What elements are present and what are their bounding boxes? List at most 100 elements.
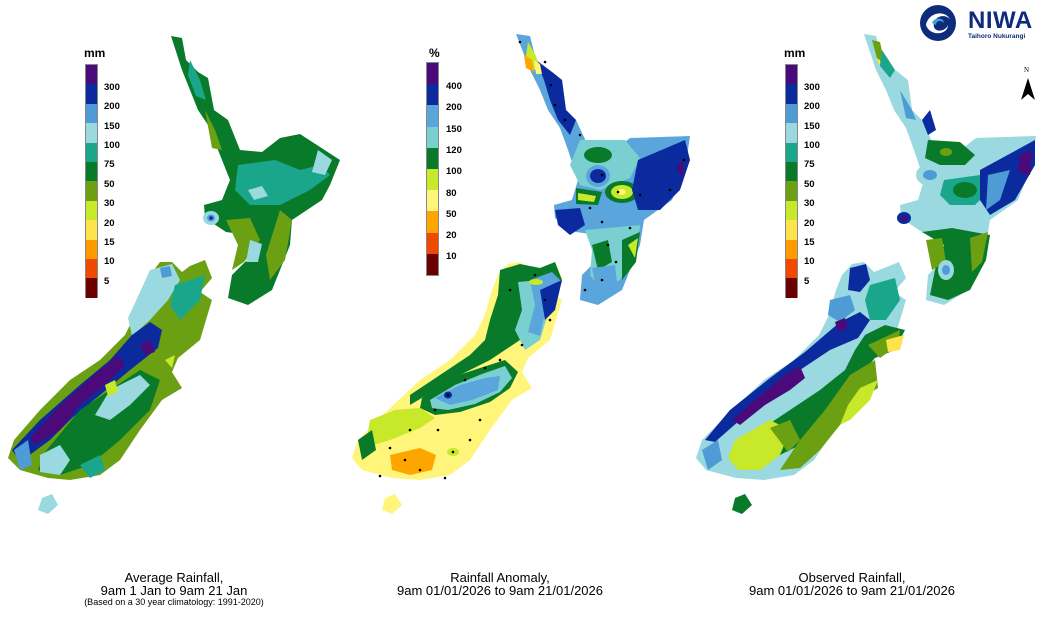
legend-swatch xyxy=(86,65,97,85)
legend-label: 75 xyxy=(804,159,815,170)
legend-label: 100 xyxy=(804,140,820,151)
north-arrow: N xyxy=(1020,66,1036,106)
legend-swatch xyxy=(427,253,438,275)
legend-label: 150 xyxy=(104,121,120,132)
legend-label: 300 xyxy=(104,82,120,93)
legend-swatch xyxy=(86,161,97,182)
legend-swatch xyxy=(86,258,97,279)
panel-average-rainfall: mm 300 200 150 100 75 50 30 20 15 10 5 A… xyxy=(0,0,350,619)
legend-label: 120 xyxy=(446,145,462,156)
caption-note: (Based on a 30 year climatology: 1991-20… xyxy=(84,597,264,607)
legend-swatch xyxy=(786,239,797,259)
legend-swatch xyxy=(427,232,438,254)
legend-swatch xyxy=(427,147,438,169)
legend-swatch xyxy=(786,161,797,182)
legend-swatch xyxy=(786,278,797,298)
legend-label: 30 xyxy=(104,198,115,209)
legend-label: 150 xyxy=(804,121,820,132)
legend-label: 10 xyxy=(446,251,457,262)
north-arrow-icon xyxy=(1021,78,1035,100)
legend-label: 15 xyxy=(804,237,815,248)
legend-label: 80 xyxy=(446,188,457,199)
north-island xyxy=(864,34,1036,305)
legend-colorbar xyxy=(785,64,798,298)
legend-label: 10 xyxy=(104,256,115,267)
legend-swatch xyxy=(786,200,797,221)
legend-label: 20 xyxy=(104,218,115,229)
legend-swatch xyxy=(786,103,797,124)
legend-swatch xyxy=(786,258,797,279)
legend-swatch xyxy=(786,123,797,143)
legend-unit: % xyxy=(429,46,440,60)
map-average-rainfall xyxy=(8,36,340,514)
niwa-logo: NIWA Taihoro Nukurangi xyxy=(918,3,1046,43)
legend-swatch xyxy=(427,63,438,85)
caption-anomaly: Rainfall Anomaly, 9am 01/01/2026 to 9am … xyxy=(350,571,650,597)
legend-label: 5 xyxy=(104,276,110,287)
legend-label: 50 xyxy=(804,179,815,190)
legend-label: 200 xyxy=(446,102,462,113)
south-island xyxy=(8,260,212,514)
caption-average: Average Rainfall, 9am 1 Jan to 9am 21 Ja… xyxy=(24,571,324,607)
caption-period: 9am 01/01/2026 to 9am 21/01/2026 xyxy=(749,583,955,598)
legend-label: 200 xyxy=(804,101,820,112)
south-island xyxy=(696,262,906,514)
panel-observed-rainfall: mm 300 200 150 100 75 50 30 20 15 10 5 O… xyxy=(690,0,1050,619)
legend-swatch xyxy=(427,168,438,191)
legend-swatch xyxy=(86,220,97,240)
legend-label: 50 xyxy=(446,209,457,220)
legend-swatch xyxy=(427,105,438,127)
caption-title: Observed Rainfall, xyxy=(798,570,906,585)
legend-swatch xyxy=(86,278,97,298)
legend-label: 100 xyxy=(446,166,462,177)
legend-label: 75 xyxy=(104,159,115,170)
legend-label: 10 xyxy=(804,256,815,267)
caption-period: 9am 1 Jan to 9am 21 Jan xyxy=(100,583,248,598)
legend-label: 300 xyxy=(804,82,820,93)
logo-title: NIWA xyxy=(968,7,1033,34)
legend-swatch xyxy=(86,123,97,143)
legend-swatch xyxy=(86,181,97,201)
south-island xyxy=(352,262,562,514)
legend-label: 400 xyxy=(446,81,462,92)
legend-swatch xyxy=(86,142,97,162)
legend-swatch xyxy=(86,239,97,259)
north-island xyxy=(516,34,690,305)
legend-unit: mm xyxy=(84,46,106,60)
legend-swatch xyxy=(786,142,797,162)
legend-label: 50 xyxy=(104,179,115,190)
legend-label: 150 xyxy=(446,124,462,135)
legend-swatch xyxy=(427,211,438,233)
niwa-swirl-icon xyxy=(920,5,956,41)
legend-label: 100 xyxy=(104,140,120,151)
legend-swatch xyxy=(786,220,797,240)
legend-label: 200 xyxy=(104,101,120,112)
north-label: N xyxy=(1024,66,1030,74)
station-markers xyxy=(378,40,686,480)
legend-swatch xyxy=(427,126,438,148)
legend-label: 30 xyxy=(804,198,815,209)
legend-colorbar xyxy=(85,64,98,298)
caption-title: Average Rainfall, xyxy=(124,570,224,585)
legend-swatch xyxy=(86,84,97,104)
legend-swatch xyxy=(786,65,797,85)
map-observed-rainfall xyxy=(696,34,1036,514)
legend-label: 20 xyxy=(446,230,457,241)
legend-swatch xyxy=(427,84,438,106)
caption-title: Rainfall Anomaly, xyxy=(450,570,550,585)
legend-swatch xyxy=(86,200,97,221)
map-rainfall-anomaly xyxy=(352,34,690,514)
legend-label: 20 xyxy=(804,218,815,229)
logo-subtitle: Taihoro Nukurangi xyxy=(968,33,1026,40)
legend-swatch xyxy=(786,84,797,104)
legend-label: 5 xyxy=(804,276,810,287)
legend-label: 15 xyxy=(104,237,115,248)
legend-unit: mm xyxy=(784,46,806,60)
legend-colorbar xyxy=(426,62,439,276)
caption-period: 9am 01/01/2026 to 9am 21/01/2026 xyxy=(397,583,603,598)
caption-observed: Observed Rainfall, 9am 01/01/2026 to 9am… xyxy=(702,571,1002,597)
legend-swatch xyxy=(786,181,797,201)
panel-rainfall-anomaly: % 400 200 150 120 100 80 50 20 10 Rainfa… xyxy=(340,0,700,619)
legend-swatch xyxy=(86,103,97,124)
north-island xyxy=(171,36,340,305)
